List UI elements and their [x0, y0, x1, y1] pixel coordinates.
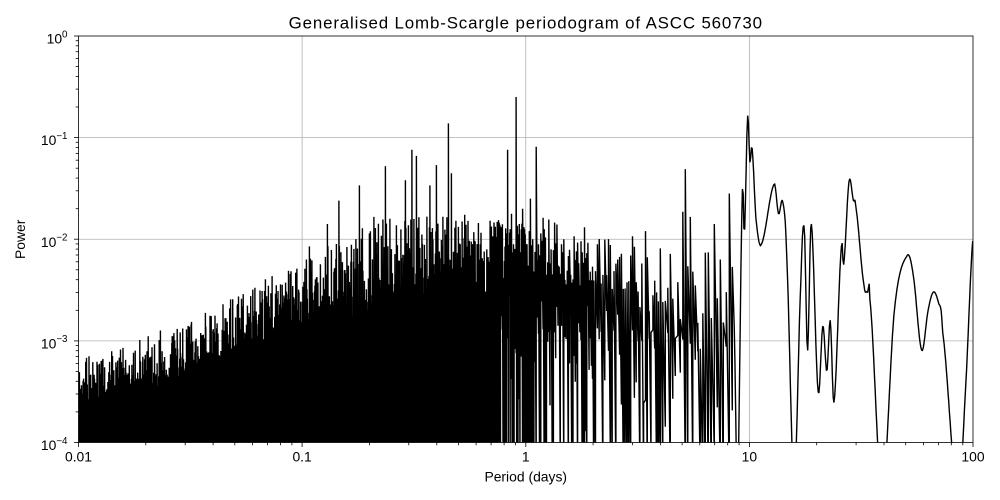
svg-text:Period (days): Period (days) [484, 469, 567, 485]
svg-text:0.01: 0.01 [65, 449, 92, 465]
svg-text:1: 1 [522, 449, 530, 465]
svg-text:10: 10 [742, 449, 758, 465]
svg-text:0.1: 0.1 [292, 449, 312, 465]
svg-text:Generalised Lomb-Scargle perio: Generalised Lomb-Scargle periodogram of … [289, 14, 763, 33]
svg-text:Power: Power [12, 219, 28, 259]
svg-text:100: 100 [47, 29, 68, 46]
svg-text:10−4: 10−4 [41, 436, 68, 453]
svg-text:100: 100 [961, 449, 984, 465]
svg-text:10−1: 10−1 [41, 131, 68, 148]
svg-text:10−2: 10−2 [41, 233, 68, 250]
svg-text:10−3: 10−3 [41, 334, 68, 351]
